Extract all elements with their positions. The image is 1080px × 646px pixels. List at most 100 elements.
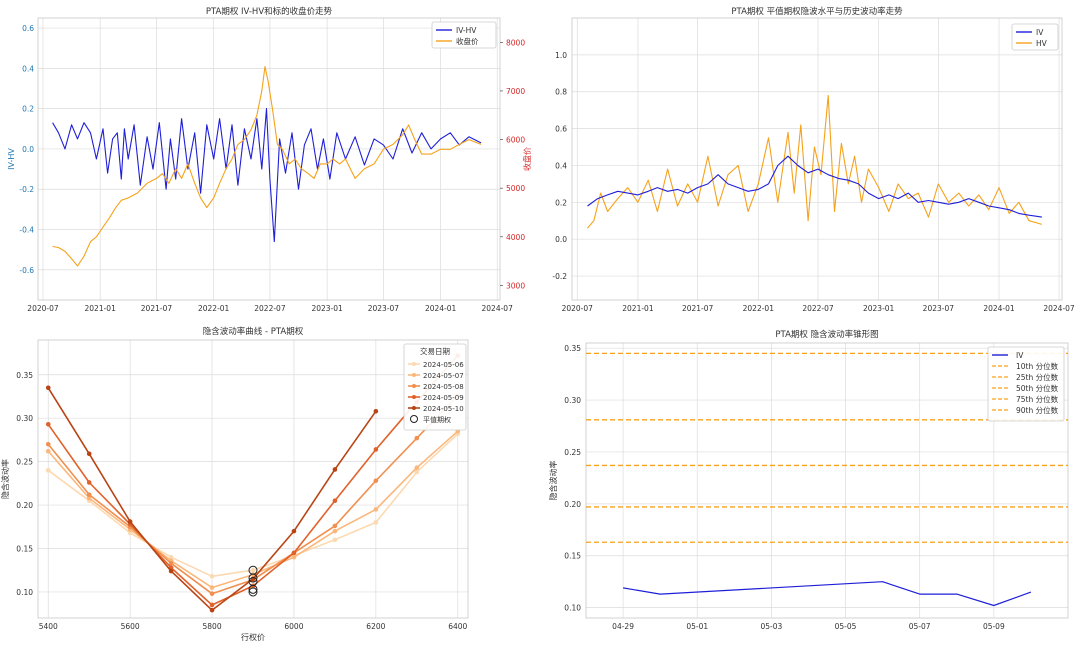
- p3-legend-swatch-dot: [412, 384, 416, 388]
- p1-xtick-label: 2023-01: [311, 304, 343, 313]
- p1-ytick-right-label: 3000: [506, 281, 525, 290]
- p3-point: [86, 492, 92, 497]
- p2-ytick-label: 0.0: [555, 235, 567, 244]
- p2-ytick-label: 0.2: [555, 198, 567, 207]
- p3-point: [45, 448, 51, 454]
- p3-point: [209, 607, 215, 613]
- p3-point: [127, 519, 133, 524]
- p3-point: [127, 530, 133, 536]
- p4-legend-label: 75th 分位数: [1016, 394, 1059, 404]
- p4-ytick-label: 0.10: [564, 604, 581, 613]
- p4-ytick-label: 0.20: [564, 500, 581, 509]
- p1-ytick-label: -0.4: [19, 226, 34, 235]
- p3-atm-marker: [248, 587, 258, 597]
- p3-point: [291, 528, 297, 534]
- p4-legend-label: 10th 分位数: [1016, 361, 1059, 371]
- p3-point: [373, 478, 379, 484]
- p3-ytick-label: 0.25: [16, 458, 33, 467]
- p1-xtick-label: 2022-01: [198, 304, 230, 313]
- p3-xtick-label: 6000: [284, 622, 303, 631]
- p3-point: [414, 435, 420, 441]
- p2-ytick-label: 0.6: [555, 125, 567, 134]
- p4-ylabel: 隐含波动率: [548, 461, 558, 501]
- p3-xtick-label: 6200: [366, 622, 385, 631]
- p3-frame: [37, 339, 469, 619]
- p2-xtick-label: 2023-07: [923, 304, 955, 313]
- p1-legend-label: IV-HV: [456, 26, 477, 35]
- p3-point: [45, 385, 51, 391]
- p3-legend-swatch-dot: [412, 395, 416, 399]
- p4-ytick-label: 0.35: [564, 344, 581, 353]
- p4-series-iv: [623, 581, 1032, 607]
- p3-title: 隐含波动率曲线 - PTA期权: [203, 326, 304, 337]
- p2-ytick-label: 0.8: [555, 88, 567, 97]
- p3-xtick-label: 5400: [39, 622, 58, 631]
- p4-xtick-label: 05-03: [760, 622, 782, 631]
- p4-frame: [585, 342, 1069, 619]
- p3-point: [45, 421, 51, 427]
- p3-point: [332, 528, 338, 534]
- p1-legend-label: 收盘价: [456, 36, 479, 46]
- p4-xtick-label: 05-07: [909, 622, 931, 631]
- p3-series-2024-05-07: [47, 430, 459, 589]
- p1-xtick-label: 2021-01: [85, 304, 117, 313]
- p1-frame: [37, 17, 501, 301]
- p1-xtick-label: 2021-07: [141, 304, 173, 313]
- p3-point: [332, 498, 338, 504]
- p4-ytick-label: 0.25: [564, 448, 581, 457]
- p3-point: [373, 408, 379, 414]
- p3-point: [332, 523, 338, 529]
- p3-legend-label: 2024-05-07: [423, 372, 464, 380]
- p4-legend-label: 50th 分位数: [1016, 383, 1059, 393]
- p2-series-hv: [587, 94, 1043, 229]
- p1-title: PTA期权 IV-HV和标的收盘价走势: [206, 6, 333, 17]
- p2-legend-label: HV: [1036, 39, 1048, 48]
- p1-ytick-label: 0.4: [22, 64, 34, 73]
- p1-ylabel: IV-HV: [7, 148, 16, 170]
- p3-ytick-label: 0.10: [16, 588, 33, 597]
- p1-ytick-right-label: 6000: [506, 136, 525, 145]
- p3-legend-label: 2024-05-09: [423, 394, 464, 402]
- p1-xtick-label: 2022-07: [254, 304, 286, 313]
- p2-xtick-label: 2024-01: [983, 304, 1015, 313]
- p2-xtick-label: 2023-01: [863, 304, 895, 313]
- p3-ylabel: 隐含波动率: [0, 459, 10, 499]
- p3-xtick-label: 5800: [203, 622, 222, 631]
- p3-legend-swatch-dot: [412, 406, 416, 410]
- p3-legend-swatch-dot: [412, 362, 416, 366]
- p1-ytick-label: 0.6: [22, 24, 34, 33]
- p3-point: [209, 574, 215, 579]
- p3-point: [291, 554, 297, 560]
- p1-ylabel-right: 收盘价: [522, 147, 532, 171]
- p4-xtick-label: 05-05: [835, 622, 857, 631]
- p4-xtick-label: 04-29: [612, 622, 634, 631]
- p2-legend-label: IV: [1036, 28, 1044, 37]
- p1-ytick-right-label: 5000: [506, 184, 525, 193]
- p2-xtick-label: 2021-07: [682, 304, 714, 313]
- p3-atm-marker: [248, 573, 258, 583]
- p3-legend-swatch-dot: [412, 373, 416, 377]
- p2-xtick-label: 2021-01: [622, 304, 654, 313]
- p3-point: [250, 567, 256, 573]
- p3-point: [45, 441, 51, 447]
- p2-xtick-label: 2022-07: [802, 304, 834, 313]
- p4-legend-label: 25th 分位数: [1016, 372, 1059, 382]
- p3-ytick-label: 0.20: [16, 501, 33, 510]
- p4-title: PTA期权 隐含波动率锥形图: [775, 329, 878, 340]
- p3-point: [209, 602, 215, 608]
- p1-xtick-label: 2024-01: [425, 304, 457, 313]
- p3-point: [168, 554, 174, 560]
- p4-ytick-label: 0.15: [564, 552, 581, 561]
- p3-point: [209, 591, 215, 596]
- p3-point: [414, 465, 420, 471]
- p3-xtick-label: 5600: [121, 622, 140, 631]
- p1-ytick-label: -0.2: [19, 185, 34, 194]
- p3-legend-label: 2024-05-10: [423, 405, 464, 413]
- p3-point: [209, 585, 215, 590]
- p3-series-2024-05-09: [47, 355, 459, 606]
- p4-xtick-label: 05-01: [686, 622, 708, 631]
- p3-point: [332, 467, 338, 472]
- p3-legend-atm-marker: [410, 415, 418, 423]
- p3-legend-title: 交易日期: [420, 346, 450, 356]
- p1-ytick-label: -0.6: [19, 266, 34, 275]
